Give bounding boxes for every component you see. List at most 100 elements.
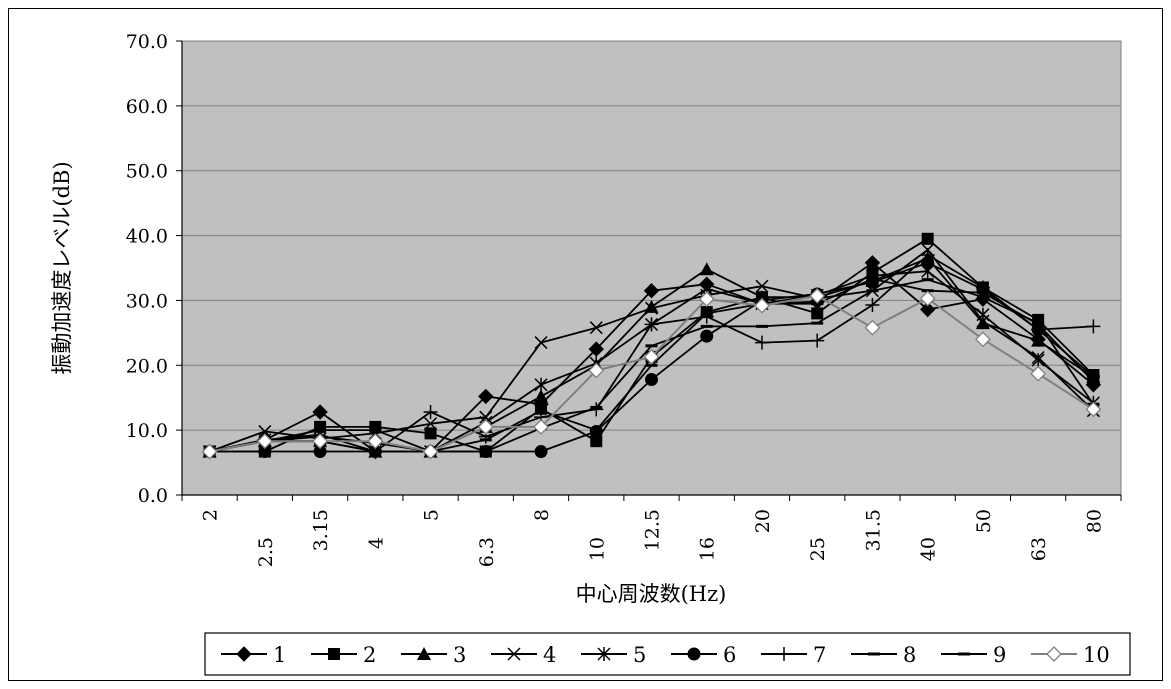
legend: 1 2 3 4 5 6 7 8 9 10 <box>221 643 1110 667</box>
data-point <box>754 297 770 314</box>
data-point <box>479 438 492 442</box>
data-point <box>645 373 658 387</box>
data-point <box>588 341 604 357</box>
data-point <box>921 256 935 270</box>
data-point <box>534 445 548 459</box>
data-point <box>866 289 879 293</box>
data-point <box>312 433 329 450</box>
data-point <box>590 435 603 448</box>
data-point <box>921 232 934 245</box>
data-point <box>328 648 340 660</box>
data-point <box>256 433 273 450</box>
x-axis-title: 中心周波数(Hz) <box>576 582 727 606</box>
data-point <box>811 307 824 320</box>
legend-item: 1 <box>221 643 286 667</box>
data-point <box>700 324 713 328</box>
data-point <box>865 297 880 312</box>
legend-item: 3 <box>401 643 466 667</box>
legend-item: 2 <box>311 643 376 667</box>
legend-label: 2 <box>363 643 376 667</box>
data-point <box>417 647 431 660</box>
data-point <box>533 418 549 435</box>
y-tick-label: 50.0 <box>126 161 168 183</box>
data-point <box>754 335 769 350</box>
data-point <box>423 404 438 419</box>
data-point <box>975 316 990 330</box>
data-point <box>314 428 327 432</box>
data-point <box>1031 333 1046 347</box>
data-point <box>424 427 437 440</box>
data-point <box>920 248 935 263</box>
x-tick-label: 12.5 <box>642 509 664 551</box>
data-point <box>974 331 991 348</box>
y-tick-label: 10.0 <box>126 420 168 442</box>
chart-frame: 0.0 10.0 20.0 30.0 40.0 50.0 60.0 70.0 2 2.5 3.15… <box>8 8 1163 681</box>
data-point <box>1031 353 1045 368</box>
legend-item: 7 <box>761 643 826 667</box>
x-tick-label: 40 <box>918 537 940 561</box>
data-point <box>1030 365 1047 382</box>
data-point <box>777 647 791 661</box>
data-point <box>422 443 439 460</box>
legend-label: 10 <box>1083 643 1110 667</box>
data-point <box>868 652 880 656</box>
data-point <box>1032 322 1045 326</box>
x-tick-label: 2 <box>200 509 222 521</box>
data-point <box>236 646 252 662</box>
data-point <box>976 291 989 295</box>
data-point <box>700 329 714 343</box>
x-tick-label: 10 <box>586 537 608 561</box>
series-lines <box>201 232 1102 460</box>
data-point <box>700 311 713 315</box>
data-point <box>597 647 611 661</box>
legend-item: 10 <box>1031 643 1110 667</box>
data-point <box>809 287 826 304</box>
x-tick-label: 6.3 <box>476 537 498 567</box>
data-point <box>645 363 658 367</box>
axes <box>176 40 1122 501</box>
x-tick-label: 31.5 <box>862 509 884 551</box>
plot-area <box>181 40 1122 496</box>
data-point <box>369 428 382 432</box>
legend-label: 3 <box>453 643 466 667</box>
data-point <box>313 445 327 459</box>
data-point <box>534 377 548 392</box>
data-point <box>1087 380 1100 383</box>
data-point <box>919 301 936 318</box>
data-point <box>699 262 714 276</box>
data-point <box>588 362 605 379</box>
x-tick-label: 20 <box>752 509 774 533</box>
x-tick-label: 25 <box>807 537 829 561</box>
legend-item: 8 <box>851 643 916 667</box>
data-point <box>535 409 548 413</box>
data-point <box>479 450 492 454</box>
data-point <box>810 333 825 348</box>
x-tick-label: 80 <box>1083 509 1105 533</box>
data-point <box>687 647 701 661</box>
data-point <box>976 295 989 299</box>
x-tick-label: 2.5 <box>255 537 277 567</box>
x-tick-label: 50 <box>973 509 995 533</box>
data-point <box>976 307 990 322</box>
data-point <box>755 324 768 328</box>
legend-item: 6 <box>671 643 736 667</box>
data-point <box>477 418 494 435</box>
data-point <box>312 404 328 420</box>
data-point <box>919 290 936 307</box>
data-point <box>589 321 603 335</box>
data-point <box>507 647 521 661</box>
x-tick-labels: 2 2.5 3.15 4 5 6.3 8 10 12.5 16 20 25 31.5 40 50 63 80 <box>200 509 1106 567</box>
data-point <box>645 344 658 348</box>
data-point <box>866 277 879 281</box>
data-point <box>534 336 548 350</box>
y-axis-title: 振動加速度レベル(dB) <box>50 161 74 374</box>
data-point <box>534 389 549 403</box>
data-point <box>958 652 970 656</box>
data-point <box>424 417 438 431</box>
legend-item: 9 <box>941 643 1006 667</box>
data-point <box>644 317 659 332</box>
legend-label: 6 <box>723 643 736 667</box>
x-tick-label: 8 <box>531 509 553 521</box>
data-point <box>478 388 494 405</box>
y-tick-label: 40.0 <box>126 226 168 248</box>
